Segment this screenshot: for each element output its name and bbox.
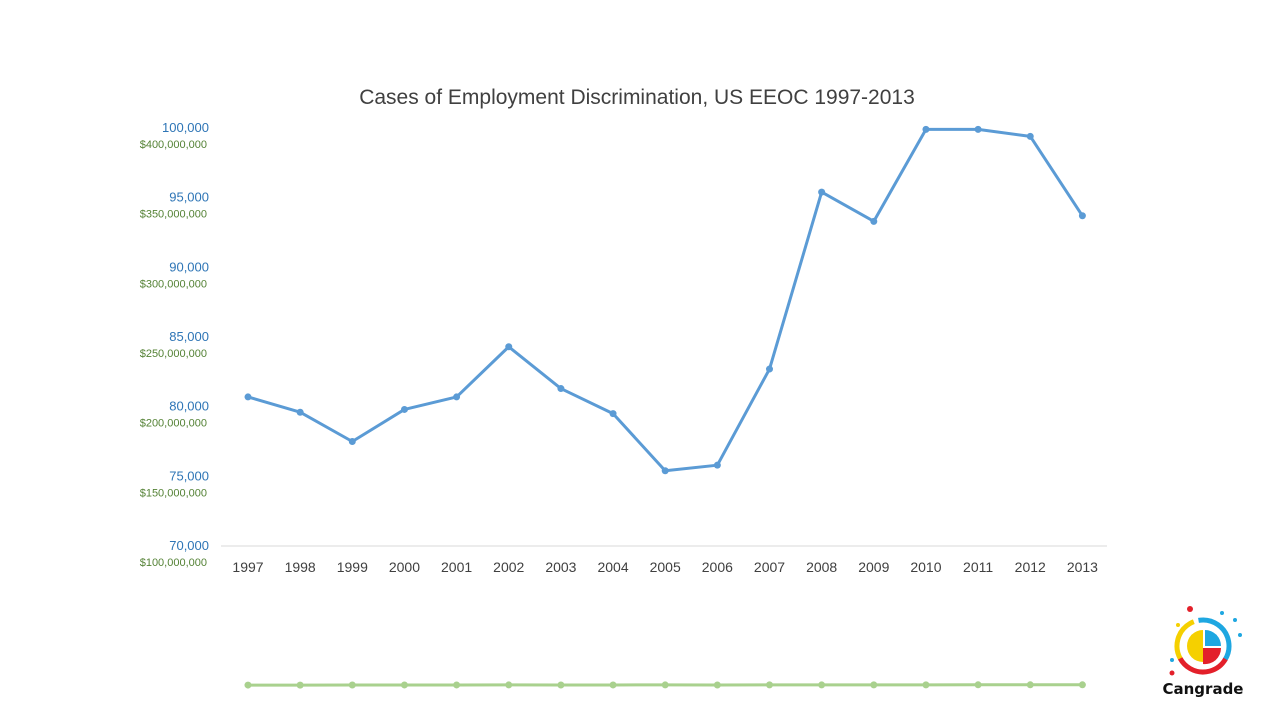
chart-title: Cases of Employment Discrimination, US E… — [359, 86, 915, 109]
logo-pie-blue — [1205, 630, 1221, 646]
secondary-series-point — [296, 681, 304, 689]
x-tick-label: 1999 — [337, 559, 368, 575]
x-tick-label: 1997 — [232, 559, 263, 575]
x-tick-label: 2010 — [910, 559, 941, 575]
primary-series-point — [557, 385, 565, 393]
secondary-series-point — [505, 681, 513, 689]
primary-series-point — [1026, 132, 1034, 140]
logo-dot — [1220, 611, 1224, 615]
primary-series-point — [713, 461, 721, 469]
logo-pie-yellow — [1187, 630, 1203, 662]
primary-series-point — [1078, 212, 1086, 220]
secondary-y-tick-label: $200,000,000 — [140, 418, 207, 430]
primary-series-point — [766, 365, 773, 373]
secondary-series-point — [713, 681, 721, 689]
primary-series-point — [609, 410, 617, 418]
x-axis: 1997 1998 1999 2000 2001 2002 2003 2004 2005 2006… — [232, 559, 1098, 575]
x-tick-label: 2003 — [545, 559, 576, 575]
secondary-series-point — [922, 681, 930, 689]
x-tick-label: 1998 — [285, 559, 316, 575]
secondary-series-point — [1026, 681, 1034, 689]
primary-y-tick-label: 95,000 — [169, 190, 209, 205]
x-tick-label: 2001 — [441, 559, 472, 575]
x-tick-label: 2011 — [963, 559, 993, 575]
secondary-series-point — [244, 681, 252, 689]
primary-y-tick-label: 85,000 — [169, 329, 209, 344]
x-tick-label: 2004 — [597, 559, 628, 575]
primary-series-point — [818, 188, 826, 196]
cangrade-logo: Cangrade — [1163, 606, 1244, 698]
primary-y-tick-label: 100,000 — [162, 120, 209, 135]
secondary-series-point — [453, 681, 461, 689]
secondary-y-tick-label: $100,000,000 — [140, 557, 207, 569]
primary-series-point — [296, 408, 304, 416]
secondary-series-point — [974, 681, 982, 689]
logo-dot — [1238, 633, 1242, 637]
plot-area — [244, 125, 1086, 689]
logo-ring-red — [1174, 617, 1232, 675]
secondary-series-point — [661, 681, 669, 689]
primary-series-point — [400, 405, 408, 413]
logo-dot — [1176, 623, 1180, 627]
secondary-y-tick-label: $250,000,000 — [140, 348, 207, 360]
secondary-series-point — [348, 681, 356, 689]
primary-series-point — [244, 393, 252, 401]
logo-wordmark: Cangrade — [1163, 680, 1244, 698]
x-tick-label: 2006 — [702, 559, 733, 575]
primary-y-tick-label: 75,000 — [169, 468, 209, 483]
secondary-series-point — [766, 681, 773, 689]
primary-series-point — [348, 438, 356, 445]
primary-series — [244, 125, 1086, 475]
primary-y-tick-label: 90,000 — [169, 259, 209, 274]
logo-dot — [1233, 618, 1237, 622]
x-tick-label: 2000 — [389, 559, 420, 575]
secondary-y-axis: $100,000,000 $150,000,000 $200,000,000 $250… — [140, 139, 207, 569]
primary-y-tick-label: 70,000 — [169, 538, 209, 553]
logo-dot — [1169, 670, 1175, 676]
primary-series-point — [453, 393, 461, 401]
secondary-y-tick-label: $300,000,000 — [140, 278, 207, 290]
primary-series-point — [870, 217, 878, 225]
x-tick-label: 2008 — [806, 559, 837, 575]
primary-series-line — [246, 127, 1084, 473]
x-tick-label: 2002 — [493, 559, 524, 575]
secondary-y-tick-label: $350,000,000 — [140, 209, 207, 221]
secondary-series-point — [557, 681, 565, 689]
secondary-series-point — [400, 681, 408, 689]
x-tick-label: 2012 — [1015, 559, 1046, 575]
x-tick-label: 2013 — [1067, 559, 1098, 575]
x-tick-label: 2009 — [858, 559, 889, 575]
primary-series-point — [974, 125, 982, 133]
secondary-series-point — [818, 681, 826, 689]
logo-dot — [1187, 606, 1193, 612]
x-tick-label: 2007 — [754, 559, 785, 575]
logo-dot — [1170, 658, 1174, 662]
primary-y-axis: 70,000 75,000 80,000 85,000 90,000 95,000 100,… — [162, 120, 209, 553]
primary-series-point — [505, 343, 513, 351]
secondary-series-point — [609, 681, 617, 689]
primary-series-point — [922, 125, 930, 133]
secondary-y-tick-label: $400,000,000 — [140, 139, 207, 151]
logo-pie-red — [1203, 648, 1222, 665]
primary-series-point — [661, 467, 669, 475]
secondary-y-tick-label: $150,000,000 — [140, 487, 207, 499]
secondary-series — [244, 681, 1086, 689]
secondary-series-point — [870, 681, 878, 689]
x-tick-label: 2005 — [650, 559, 681, 575]
primary-y-tick-label: 80,000 — [169, 399, 209, 414]
secondary-series-point — [1078, 681, 1086, 689]
